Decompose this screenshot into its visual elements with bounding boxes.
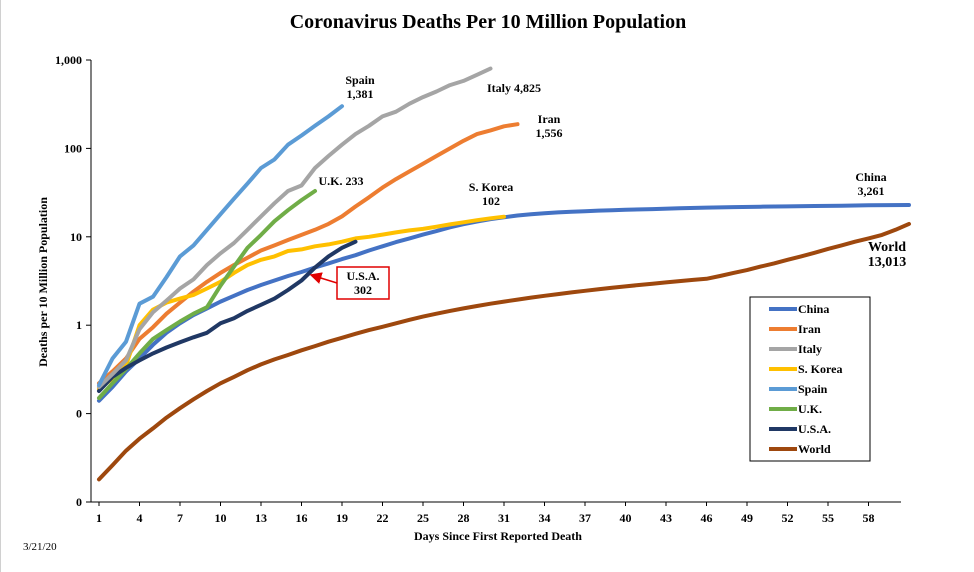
x-tick-label: 4 <box>137 511 143 525</box>
legend-label: Italy <box>798 342 822 356</box>
x-tick-label: 34 <box>539 511 551 525</box>
y-tick-label: 0 <box>76 407 82 421</box>
annotation-uk: U.K. 233 <box>319 174 364 188</box>
legend-item-world: World <box>769 442 831 456</box>
annotation-text: Spain <box>345 73 375 87</box>
y-axis-title: Deaths per 10 Million Population <box>36 197 50 367</box>
series-line-u-k <box>97 189 317 400</box>
y-tick-label: 1 <box>76 318 82 332</box>
annotation-text: 1,381 <box>347 87 374 101</box>
x-tick-label: 55 <box>822 511 834 525</box>
annotation-italy: Italy 4,825 <box>487 81 541 95</box>
legend-label: Iran <box>798 322 821 336</box>
y-tick-label: 10 <box>70 230 82 244</box>
x-tick-label: 28 <box>458 511 470 525</box>
x-tick-label: 46 <box>701 511 713 525</box>
x-tick-label: 43 <box>660 511 672 525</box>
legend-item-china: China <box>769 302 829 316</box>
x-tick-label: 52 <box>782 511 794 525</box>
date-stamp: 3/21/20 <box>23 541 57 553</box>
series-line-s-korea <box>97 214 506 391</box>
x-tick-label: 58 <box>863 511 875 525</box>
annotation-text: Italy 4,825 <box>487 81 541 95</box>
x-tick-label: 37 <box>579 511 591 525</box>
legend-item-italy: Italy <box>769 342 822 356</box>
annotation-text: 302 <box>354 283 372 297</box>
legend-item-spain: Spain <box>769 382 828 396</box>
annotation-text: U.S.A. <box>346 269 379 283</box>
legend-item-iran: Iran <box>769 322 821 336</box>
x-tick-label: 7 <box>177 511 183 525</box>
legend-label: S. Korea <box>798 362 842 376</box>
annotation-usa: U.S.A.302 <box>309 266 390 300</box>
legend-item-u-k: U.K. <box>769 402 822 416</box>
annotation-text: Iran <box>538 112 561 126</box>
legend-label: U.S.A. <box>798 422 831 436</box>
annotation-text: 13,013 <box>868 255 907 270</box>
annotation-text: 1,556 <box>536 126 563 140</box>
callout-box <box>336 266 390 300</box>
x-tick-label: 1 <box>96 511 102 525</box>
x-tick-label: 49 <box>741 511 753 525</box>
chart-title: Coronavirus Deaths Per 10 Million Popula… <box>290 11 687 33</box>
y-tick-label: 1,000 <box>55 53 82 67</box>
x-tick-label: 22 <box>377 511 389 525</box>
annotation-text: S. Korea <box>469 180 513 194</box>
x-tick-label: 31 <box>498 511 510 525</box>
x-tick-label: 40 <box>620 511 632 525</box>
legend-label: China <box>798 302 829 316</box>
legend-item-u-s-a: U.S.A. <box>769 422 831 436</box>
annotation-text: China <box>855 170 886 184</box>
y-tick-label: 0 <box>76 495 82 509</box>
legend: China Iran Italy S. Korea Spain U.K. U.S.A. Wor… <box>749 296 871 462</box>
series-line-iran <box>97 122 520 386</box>
annotation-text: U.K. 233 <box>319 174 364 188</box>
legend-item-s-korea: S. Korea <box>769 362 842 376</box>
legend-box <box>749 296 871 462</box>
annotation-text: 3,261 <box>858 184 885 198</box>
annotation-text: World <box>868 240 906 255</box>
series-line-italy <box>97 66 493 389</box>
series-line-u-s-a <box>97 239 358 393</box>
x-tick-label: 25 <box>417 511 429 525</box>
series-line-world <box>97 221 911 482</box>
x-axis-title: Days Since First Reported Death <box>414 529 582 543</box>
x-tick-label: 10 <box>215 511 227 525</box>
legend-label: U.K. <box>798 402 822 416</box>
series-line-spain <box>97 104 344 388</box>
series-layer <box>97 66 911 482</box>
x-tick-label: 19 <box>336 511 348 525</box>
x-tick-label: 16 <box>296 511 308 525</box>
x-tick-label: 13 <box>255 511 267 525</box>
legend-label: Spain <box>798 382 828 396</box>
callout-arrow <box>309 272 338 284</box>
legend-label: World <box>798 442 831 456</box>
annotation-text: 102 <box>482 194 500 208</box>
y-tick-label: 100 <box>64 141 82 155</box>
